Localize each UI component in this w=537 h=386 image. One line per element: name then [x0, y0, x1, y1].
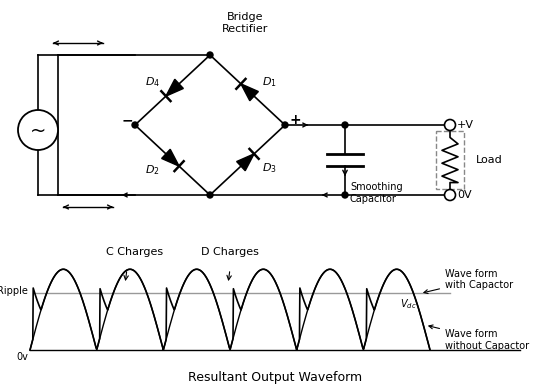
- Polygon shape: [162, 149, 179, 166]
- Polygon shape: [237, 154, 254, 171]
- Text: Load: Load: [476, 155, 503, 165]
- Circle shape: [445, 190, 455, 200]
- Circle shape: [207, 52, 213, 58]
- Text: Smoothing
Capacitor: Smoothing Capacitor: [350, 182, 403, 203]
- Text: +V: +V: [457, 120, 474, 130]
- Text: Ripple: Ripple: [0, 286, 28, 296]
- Text: Resultant Output Waveform: Resultant Output Waveform: [188, 371, 362, 384]
- Circle shape: [282, 122, 288, 128]
- Polygon shape: [166, 79, 183, 96]
- Text: +: +: [289, 113, 301, 127]
- Text: $V_{dc}$: $V_{dc}$: [400, 298, 417, 311]
- Text: ~: ~: [30, 122, 46, 141]
- Text: $D_2$: $D_2$: [145, 163, 160, 177]
- Circle shape: [342, 192, 348, 198]
- Bar: [436, 131, 464, 189]
- Text: D Charges: D Charges: [201, 247, 259, 257]
- Text: $D_1$: $D_1$: [262, 75, 277, 89]
- Text: 0v: 0v: [16, 352, 28, 362]
- Text: $D_3$: $D_3$: [262, 161, 277, 175]
- Polygon shape: [241, 84, 258, 101]
- Text: Wave form
without Capactor: Wave form without Capactor: [429, 325, 529, 351]
- Text: Bridge
Rectifier: Bridge Rectifier: [222, 12, 268, 34]
- Text: $D_4$: $D_4$: [145, 75, 160, 89]
- Circle shape: [445, 120, 455, 130]
- Text: C Charges: C Charges: [106, 247, 164, 257]
- Text: Wave form
with Capactor: Wave form with Capactor: [424, 269, 513, 293]
- Text: −: −: [121, 113, 133, 127]
- Circle shape: [18, 110, 58, 150]
- Circle shape: [132, 122, 138, 128]
- Circle shape: [342, 122, 348, 128]
- Circle shape: [207, 192, 213, 198]
- Text: 0V: 0V: [457, 190, 471, 200]
